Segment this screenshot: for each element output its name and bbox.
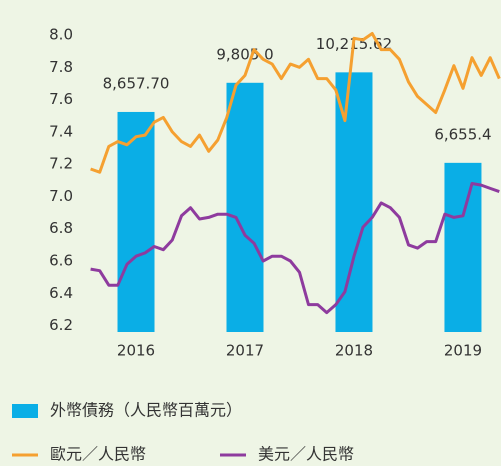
bar-value-label: 8,657.70 xyxy=(103,74,170,92)
y-tick-label: 6.4 xyxy=(49,284,73,302)
y-tick-label: 7.8 xyxy=(49,58,73,76)
y-tick-label: 7.6 xyxy=(49,90,73,108)
bar xyxy=(335,72,373,332)
y-tick-label: 7.2 xyxy=(49,155,73,173)
y-tick-label: 8.0 xyxy=(49,26,73,44)
y-tick-label: 6.6 xyxy=(49,251,73,269)
legend-swatch xyxy=(12,404,38,418)
x-tick-label: 2018 xyxy=(335,342,373,360)
y-tick-label: 7.0 xyxy=(49,187,73,205)
legend-label: 歐元／人民幣 xyxy=(50,445,146,464)
bar xyxy=(444,162,482,332)
plot-area: 8,657.709,805.010,215.626,655.4 xyxy=(90,32,501,332)
y-tick-label: 6.2 xyxy=(49,316,73,334)
bar xyxy=(226,82,264,332)
line-series xyxy=(90,32,501,174)
y-tick-label: 6.8 xyxy=(49,219,73,237)
x-tick-label: 2019 xyxy=(444,342,482,360)
line-series xyxy=(90,182,500,315)
y-tick-label: 7.4 xyxy=(49,122,73,140)
x-tick-label: 2017 xyxy=(226,342,264,360)
bar-value-label: 6,655.4 xyxy=(434,125,491,143)
bar-value-label: 9,805.0 xyxy=(216,45,273,63)
legend-label: 外幣債務（人民幣百萬元） xyxy=(50,401,242,420)
legend-label: 美元／人民幣 xyxy=(258,445,354,464)
bar xyxy=(117,111,155,332)
legend: 外幣債務（人民幣百萬元） 歐元／人民幣 美元／人民幣 xyxy=(12,401,354,464)
x-tick-label: 2016 xyxy=(117,342,155,360)
